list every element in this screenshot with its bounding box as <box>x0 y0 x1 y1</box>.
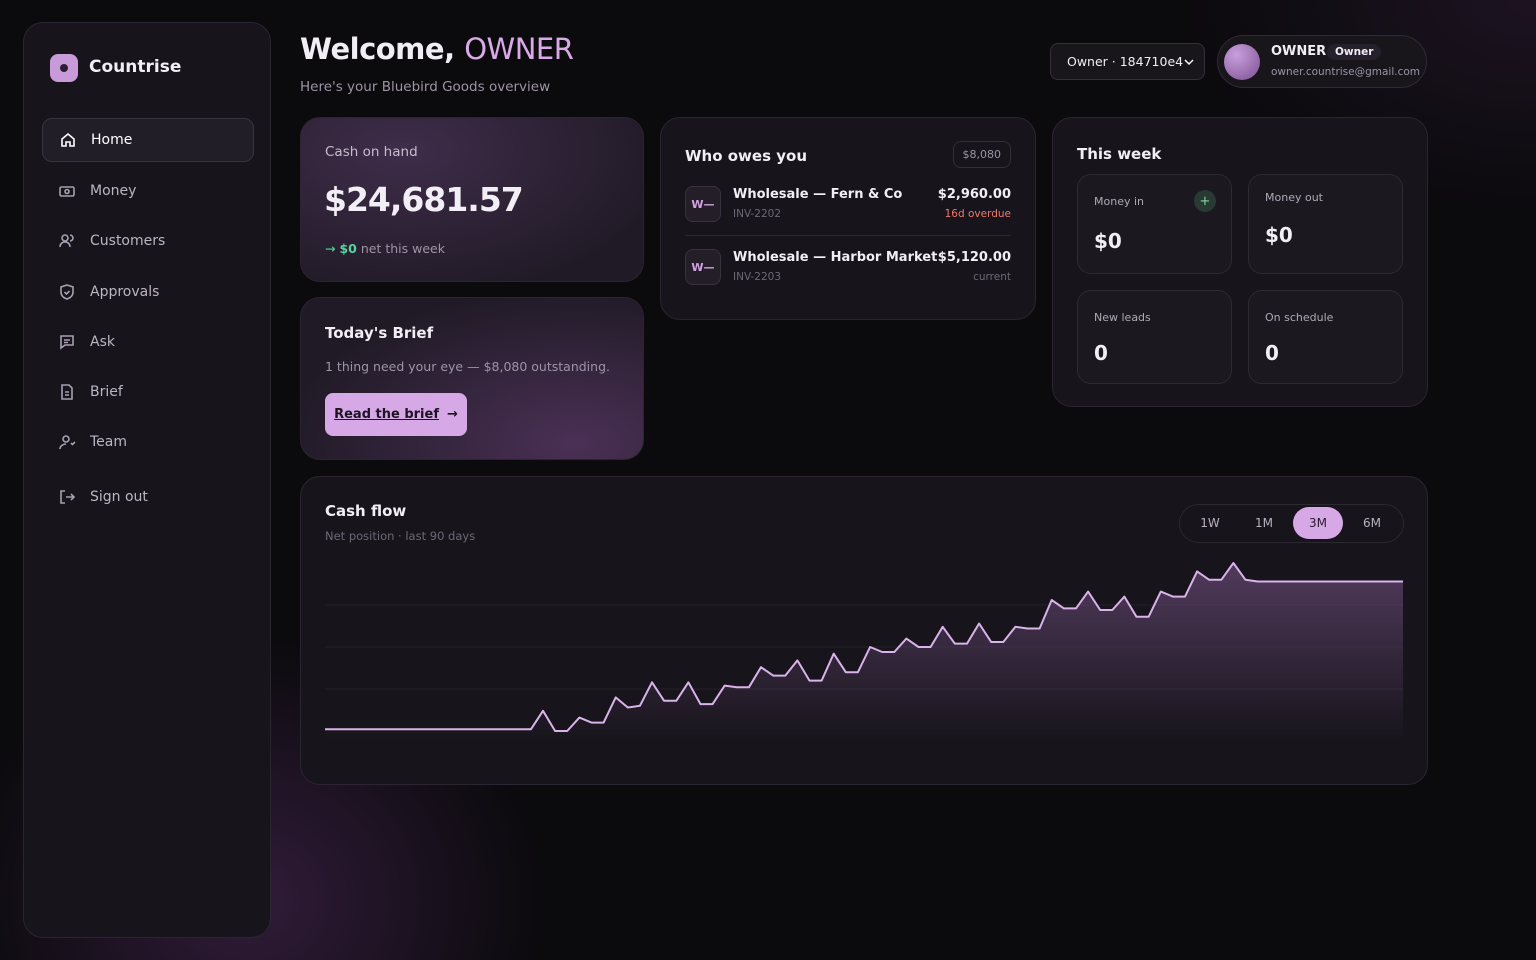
nav-label: Approvals <box>90 284 160 300</box>
cash-net: → $0 net this week <box>325 241 445 256</box>
nav-label: Brief <box>90 384 123 400</box>
account-select-label: Owner · 184710e4 <box>1067 54 1184 69</box>
subtitle: Here's your Bluebird Goods overview <box>300 79 551 95</box>
chart-subtitle: Net position · last 90 days <box>325 529 476 543</box>
stat-tile: Money in $0 + <box>1077 174 1232 274</box>
welcome: Welcome, OWNER <box>300 32 574 66</box>
brief-button-label: Read the brief <box>334 407 439 422</box>
net-label: net this week <box>360 241 445 256</box>
nav-item[interactable]: Approvals <box>42 270 254 314</box>
sign-out-label: Sign out <box>90 489 148 505</box>
stat-tile: New leads 0 <box>1077 290 1232 384</box>
nav-label: Ask <box>90 334 115 350</box>
nav-item[interactable]: Brief <box>42 370 254 414</box>
chart <box>325 562 1403 741</box>
invoice-row[interactable]: W— Wholesale — Harbor Market INV-2203 $5,12… <box>661 243 1035 293</box>
add-button[interactable]: + <box>1194 190 1216 212</box>
stat-value: 0 <box>1094 341 1108 365</box>
range-button[interactable]: 6M <box>1363 516 1381 530</box>
invoice-amount: $2,960.00 <box>937 187 1011 202</box>
stat-label: Money in <box>1094 195 1144 208</box>
nav-item[interactable]: Team <box>42 420 254 464</box>
brand-name: Countrise <box>89 57 182 77</box>
net-value: $0 <box>339 241 357 256</box>
who-owes-card: Who owes you $8,080 W— Wholesale — Fern &… <box>660 117 1036 320</box>
brief-card: Today's Brief 1 thing need your eye — $8… <box>300 297 644 460</box>
invoice-number: INV-2202 <box>733 208 782 220</box>
nav-label: Money <box>90 183 137 199</box>
chart-title: Cash flow <box>325 502 407 520</box>
brief-title: Today's Brief <box>325 324 434 342</box>
cash-label: Cash on hand <box>325 144 418 160</box>
user-chip[interactable]: OWNER Owner owner.countrise@gmail.com <box>1217 35 1427 88</box>
range-button[interactable]: 1W <box>1200 516 1220 530</box>
brief-text: 1 thing need your eye — $8,080 outstandi… <box>325 359 610 374</box>
nav-item[interactable]: Home <box>42 118 254 162</box>
stat-tile: On schedule 0 <box>1248 290 1403 384</box>
invoice-amount: $5,120.00 <box>937 250 1011 265</box>
owner-name: OWNER <box>464 32 574 66</box>
invoice-number: INV-2203 <box>733 271 782 283</box>
brand-logo <box>50 54 78 82</box>
nav-label: Customers <box>90 233 166 249</box>
account-select[interactable]: Owner · 184710e4 <box>1050 43 1205 80</box>
this-week-card: This week Money in $0 + Money out $0 New lead… <box>1052 117 1428 407</box>
range-selector <box>1179 504 1404 543</box>
range-button[interactable]: 1M <box>1255 516 1273 530</box>
divider <box>685 235 1011 236</box>
invoice-initials: W— <box>685 186 721 222</box>
user-role: Owner <box>1327 44 1382 60</box>
cash-card: Cash on hand $24,681.57 → $0 net this we… <box>300 117 644 282</box>
area <box>325 563 1403 741</box>
invoice-status: current <box>973 271 1011 283</box>
this-week-title: This week <box>1077 145 1162 163</box>
stat-tile: Money out $0 <box>1248 174 1403 274</box>
sidebar: Countrise Home Money Customers Approvals… <box>23 22 271 938</box>
cash-amount: $24,681.57 <box>324 180 524 219</box>
invoice-name: Wholesale — Harbor Market <box>733 250 938 265</box>
brief-button[interactable]: Read the brief → <box>325 393 467 436</box>
nav-label: Home <box>91 132 133 148</box>
cash-flow-card: Cash flow Net position · last 90 days 1W… <box>300 476 1428 785</box>
user-name: OWNER <box>1271 44 1327 59</box>
invoice-row[interactable]: W— Wholesale — Fern & Co INV-2202 $2,960.00… <box>661 180 1035 230</box>
greeting: Welcome, <box>300 32 455 66</box>
nav-item[interactable]: Customers <box>42 219 254 263</box>
nav-item[interactable]: Ask <box>42 320 254 364</box>
stat-label: On schedule <box>1265 311 1334 324</box>
stat-label: New leads <box>1094 311 1151 324</box>
stat-value: $0 <box>1265 223 1293 247</box>
stat-value: $0 <box>1094 229 1122 253</box>
avatar <box>1224 44 1260 80</box>
line <box>325 562 1403 732</box>
invoice-name: Wholesale — Fern & Co <box>733 187 903 202</box>
nav-item[interactable]: Money <box>42 169 254 213</box>
range-button[interactable]: 3M <box>1293 507 1343 539</box>
who-owes-total: $8,080 <box>952 141 1011 168</box>
sign-out[interactable]: Sign out <box>42 475 254 519</box>
user-email: owner.countrise@gmail.com <box>1271 66 1421 78</box>
invoice-initials: W— <box>685 249 721 285</box>
stat-value: 0 <box>1265 341 1279 365</box>
who-owes-title: Who owes you <box>685 147 807 165</box>
invoice-status: 16d overdue <box>944 208 1011 220</box>
nav-label: Team <box>90 434 128 450</box>
stat-label: Money out <box>1265 191 1323 204</box>
